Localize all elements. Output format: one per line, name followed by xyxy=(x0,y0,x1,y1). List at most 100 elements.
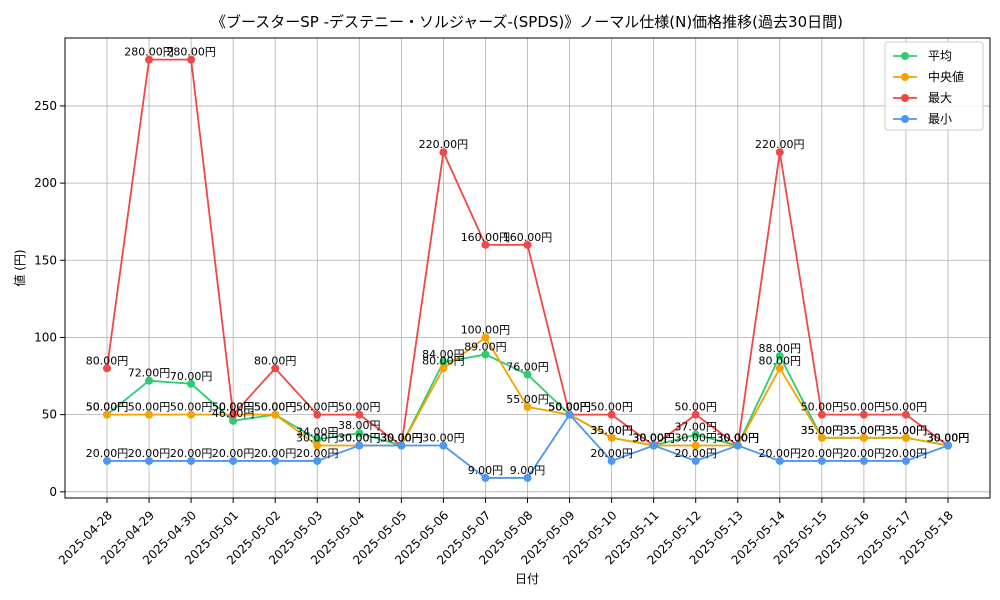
y-tick-label: 0 xyxy=(49,485,57,499)
y-tick-label: 150 xyxy=(34,253,57,267)
data-label: 50.00円 xyxy=(86,401,129,414)
data-point xyxy=(145,55,154,64)
data-label: 50.00円 xyxy=(212,401,255,414)
data-point xyxy=(481,350,490,359)
data-point xyxy=(901,456,910,465)
data-label: 9.00円 xyxy=(468,464,504,477)
legend-marker xyxy=(901,94,909,102)
data-point xyxy=(355,429,364,438)
data-label: 20.00円 xyxy=(843,447,886,460)
data-label: 30.00円 xyxy=(380,432,423,445)
legend-marker xyxy=(901,115,909,123)
data-point xyxy=(145,456,154,465)
data-label: 30.00円 xyxy=(338,432,381,445)
data-label: 160.00円 xyxy=(503,231,553,244)
data-point xyxy=(649,441,658,450)
y-tick-label: 200 xyxy=(34,176,57,190)
data-point xyxy=(775,364,784,373)
data-label: 35.00円 xyxy=(885,424,928,437)
data-point xyxy=(481,240,490,249)
data-label: 280.00円 xyxy=(166,46,216,59)
data-label: 30.00円 xyxy=(674,432,717,445)
data-point xyxy=(439,364,448,373)
data-label: 100.00円 xyxy=(461,323,511,336)
data-label: 35.00円 xyxy=(843,424,886,437)
data-label: 50.00円 xyxy=(170,401,213,414)
data-point xyxy=(313,441,322,450)
data-label: 20.00円 xyxy=(170,447,213,460)
legend-entry: 最小 xyxy=(928,112,952,126)
data-label: 30.00円 xyxy=(717,432,760,445)
data-point xyxy=(859,410,868,419)
data-label: 30.00円 xyxy=(717,432,760,445)
data-label: 30.00円 xyxy=(632,432,675,445)
chart-title: 《ブースターSP -デステニー・ソルジャーズ-(SPDS)》ノーマル仕様(N)価… xyxy=(211,13,843,31)
data-point xyxy=(817,410,826,419)
data-label: 50.00円 xyxy=(296,401,339,414)
data-label: 20.00円 xyxy=(254,447,297,460)
data-label: 50.00円 xyxy=(212,401,255,414)
data-label: 160.00円 xyxy=(461,231,511,244)
data-label: 84.00円 xyxy=(422,348,465,361)
data-label: 280.00円 xyxy=(124,46,174,59)
data-point xyxy=(901,433,910,442)
data-point xyxy=(397,441,406,450)
data-point xyxy=(859,433,868,442)
data-label: 50.00円 xyxy=(338,401,381,414)
data-label: 30.00円 xyxy=(296,432,339,445)
series-layer xyxy=(103,55,952,482)
data-label: 30.00円 xyxy=(380,432,423,445)
data-label: 20.00円 xyxy=(674,447,717,460)
data-label: 30.00円 xyxy=(632,432,675,445)
y-axis-label: 値 (円) xyxy=(12,249,27,286)
data-point xyxy=(859,456,868,465)
data-label: 20.00円 xyxy=(86,447,129,460)
data-label: 80.00円 xyxy=(759,354,802,367)
data-label: 80.00円 xyxy=(86,354,129,367)
legend-entry: 中央値 xyxy=(928,69,964,84)
data-label: 50.00円 xyxy=(86,401,129,414)
data-point xyxy=(691,410,700,419)
data-point xyxy=(481,333,490,342)
data-label: 50.00円 xyxy=(128,401,171,414)
data-point xyxy=(103,456,111,465)
data-label: 88.00円 xyxy=(759,342,802,355)
data-point xyxy=(439,441,448,450)
legend-box xyxy=(884,41,984,131)
data-point xyxy=(607,410,616,419)
data-label: 20.00円 xyxy=(590,447,633,460)
legend-entry: 最大 xyxy=(928,91,952,105)
data-label: 35.00円 xyxy=(801,424,844,437)
data-point xyxy=(187,456,196,465)
data-point xyxy=(271,410,280,419)
data-point xyxy=(775,148,784,157)
data-label: 76.00円 xyxy=(506,361,549,374)
data-point xyxy=(313,456,322,465)
data-label: 35.00円 xyxy=(590,424,633,437)
data-label: 46.00円 xyxy=(212,407,255,420)
data-label: 9.00円 xyxy=(510,464,546,477)
data-point xyxy=(355,441,364,450)
data-label: 30.00円 xyxy=(632,432,675,445)
data-label: 50.00円 xyxy=(885,401,928,414)
data-label: 30.00円 xyxy=(717,432,760,445)
data-point xyxy=(565,410,574,419)
data-point xyxy=(145,376,154,385)
data-label: 89.00円 xyxy=(464,340,507,353)
data-label: 50.00円 xyxy=(548,401,591,414)
data-label: 20.00円 xyxy=(128,447,171,460)
y-axis-ticks: 0 50 100 150 200 250 xyxy=(34,99,65,499)
data-label: 34.00円 xyxy=(296,425,339,438)
legend-marker xyxy=(901,73,909,81)
data-point xyxy=(313,435,322,444)
data-point xyxy=(187,379,196,388)
x-axis-ticks: 2025-04-282025-04-292025-04-302025-05-01… xyxy=(56,498,956,567)
data-label: 30.00円 xyxy=(422,432,465,445)
data-label: 38.00円 xyxy=(338,419,381,432)
data-label: 72.00円 xyxy=(128,367,171,380)
legend-marker xyxy=(901,52,909,60)
data-point xyxy=(817,433,826,442)
